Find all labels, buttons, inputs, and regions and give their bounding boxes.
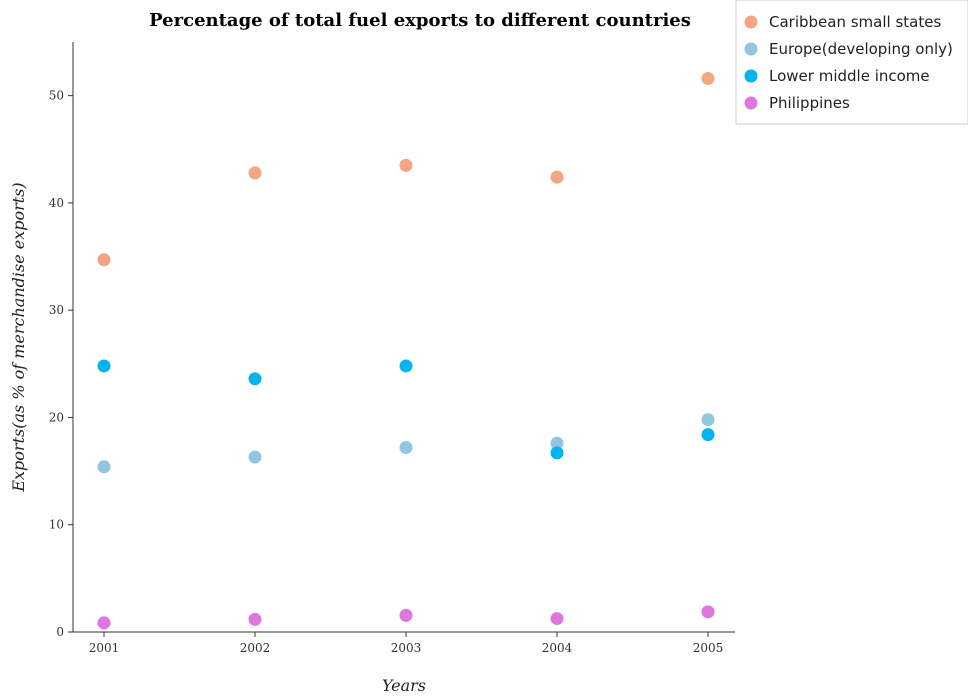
point-series-1-2003	[399, 440, 413, 454]
point-series-0-2005	[701, 71, 715, 85]
point-series-0-2001	[97, 253, 111, 267]
legend-label: Europe(developing only)	[769, 40, 953, 58]
point-series-3-2003	[399, 608, 413, 622]
legend-marker	[744, 15, 758, 29]
point-series-2-2004	[550, 446, 564, 460]
point-series-1-2004	[550, 436, 564, 450]
y-tick-label: 10	[49, 518, 64, 532]
point-series-2-2005	[701, 428, 715, 442]
legend-box	[735, 0, 968, 125]
point-series-1-2005	[701, 413, 715, 427]
legend: Caribbean small states Europe(developing …	[735, 0, 968, 125]
legend-marker	[744, 96, 758, 110]
x-tick-label: 2004	[542, 641, 573, 655]
x-tick-label: 2003	[391, 641, 422, 655]
point-series-2-2002	[248, 372, 262, 386]
y-ticks: 0 10 20 30 40 50	[49, 89, 73, 639]
point-series-2-2003	[399, 359, 413, 373]
point-series-0-2002	[248, 166, 262, 180]
point-series-3-2005	[701, 605, 715, 619]
legend-label: Caribbean small states	[769, 13, 941, 31]
point-series-3-2002	[248, 612, 262, 626]
legend-label: Philippines	[769, 94, 850, 112]
y-axis-label: Exports(as % of merchandise exports)	[9, 182, 28, 492]
point-series-3-2001	[97, 616, 111, 630]
legend-marker	[744, 42, 758, 56]
point-series-0-2004	[550, 170, 564, 184]
y-tick-label: 50	[49, 89, 64, 103]
x-tick-label: 2005	[693, 641, 724, 655]
point-series-0-2003	[399, 158, 413, 172]
point-series-3-2004	[550, 612, 564, 626]
chart-title: Percentage of total fuel exports to diff…	[149, 10, 691, 31]
point-series-1-2002	[248, 450, 262, 464]
y-tick-label: 30	[49, 303, 64, 317]
point-series-2-2001	[97, 359, 111, 373]
point-series-1-2001	[97, 460, 111, 474]
y-tick-label: 20	[49, 410, 64, 424]
x-tick-label: 2001	[89, 641, 120, 655]
x-axis-label: Years	[382, 676, 426, 695]
legend-marker	[744, 69, 758, 83]
x-tick-label: 2002	[240, 641, 271, 655]
legend-label: Lower middle income	[769, 67, 930, 85]
data-points	[97, 71, 715, 630]
y-tick-label: 0	[56, 625, 64, 639]
y-tick-label: 40	[49, 196, 64, 210]
x-ticks: 2001 2002 2003 2004 2005	[89, 632, 724, 655]
